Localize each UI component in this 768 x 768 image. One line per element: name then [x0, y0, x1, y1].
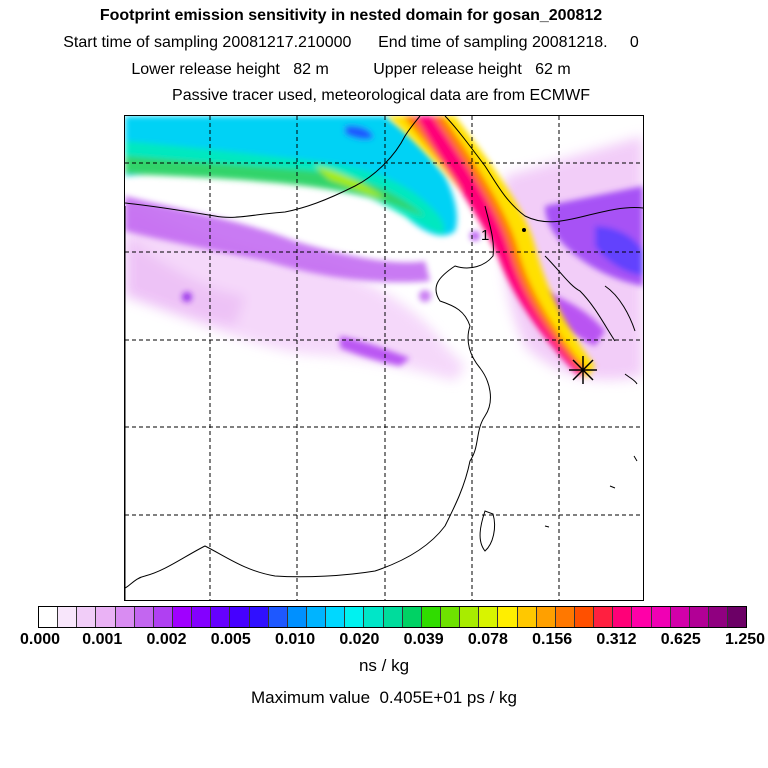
release-point-label: 1: [481, 227, 489, 244]
colorbar-cell: [594, 607, 614, 627]
colorbar-cell: [96, 607, 116, 627]
plume-band: [387, 116, 595, 378]
colorbar-cell: [651, 607, 671, 627]
colorbar-cell: [517, 607, 537, 627]
receptor-marker: [569, 356, 597, 384]
colorbar-cell: [249, 607, 269, 627]
colorbar-tick-label: 0.000: [19, 631, 61, 648]
sampling-time-line: Start time of sampling 20081217.210000 E…: [63, 34, 639, 51]
colorbar-cell: [536, 607, 556, 627]
colorbar-cell: [287, 607, 307, 627]
colorbar-cell: [421, 607, 441, 627]
plot-title: Footprint emission sensitivity in nested…: [99, 7, 603, 24]
colorbar-cell: [460, 607, 480, 627]
colorbar-cell: [574, 607, 595, 627]
colorbar-cell: [172, 607, 193, 627]
colorbar-tick-label: 0.002: [146, 631, 187, 648]
colorbar-tick-label: 0.010: [275, 631, 316, 648]
colorbar-cell: [77, 607, 97, 627]
colorbar-cell: [555, 607, 575, 627]
colorbar-cell: [670, 607, 690, 627]
colorbar-cell: [708, 607, 729, 627]
colorbar-cell: [632, 607, 652, 627]
colorbar-cell: [345, 607, 365, 627]
colorbar-tick-label: 0.039: [403, 631, 444, 648]
colorbar-tick-label: 0.078: [467, 631, 508, 648]
northern-transport-band: [125, 116, 457, 236]
map-canvas: 1: [125, 116, 643, 600]
colorbar-cell: [153, 607, 173, 627]
colorbar-cell: [230, 607, 250, 627]
colorbar-tick-label: 0.625: [660, 631, 701, 648]
colorbar-tick-label: 1.250: [724, 631, 766, 648]
colorbar-cell: [134, 607, 154, 627]
colorbar-tick-label: 0.312: [596, 631, 637, 648]
colorbar-tick-label: 0.001: [82, 631, 123, 648]
colorbar-cell: [402, 607, 422, 627]
colorbar: [38, 606, 747, 628]
colorbar-cell: [613, 607, 633, 627]
tracer-info-line: Passive tracer used, meteorological data…: [172, 87, 590, 104]
colorbar-cell: [115, 607, 135, 627]
grid-lines: [125, 116, 643, 600]
colorbar-cell: [306, 607, 327, 627]
release-height-line: Lower release height 82 m Upper release …: [131, 61, 571, 78]
colorbar-cell: [383, 607, 403, 627]
colorbar-unit: ns / kg: [358, 656, 410, 675]
colorbar-cell: [689, 607, 709, 627]
colorbar-cell: [268, 607, 288, 627]
colorbar-cell: [498, 607, 518, 627]
maximum-value-text: Maximum value 0.405E+01 ps / kg: [251, 688, 517, 707]
colorbar-tick-label: 0.156: [532, 631, 573, 648]
colorbar-tick-label: 0.005: [210, 631, 251, 648]
colorbar-cell: [364, 607, 384, 627]
violet-sensitivity-field: [125, 186, 643, 366]
release-point-dot: [522, 228, 526, 232]
coastlines: [125, 116, 643, 600]
colorbar-cell: [440, 607, 461, 627]
colorbar-cell: [39, 607, 59, 627]
colorbar-cell: [479, 607, 499, 627]
colorbar-cell: [211, 607, 231, 627]
colorbar-cell: [192, 607, 212, 627]
colorbar-cell: [326, 607, 346, 627]
colorbar-cell: [728, 607, 747, 627]
colorbar-cell: [58, 607, 78, 627]
colorbar-tick-label: 0.020: [339, 631, 380, 648]
footprint-map: 1: [124, 115, 644, 601]
